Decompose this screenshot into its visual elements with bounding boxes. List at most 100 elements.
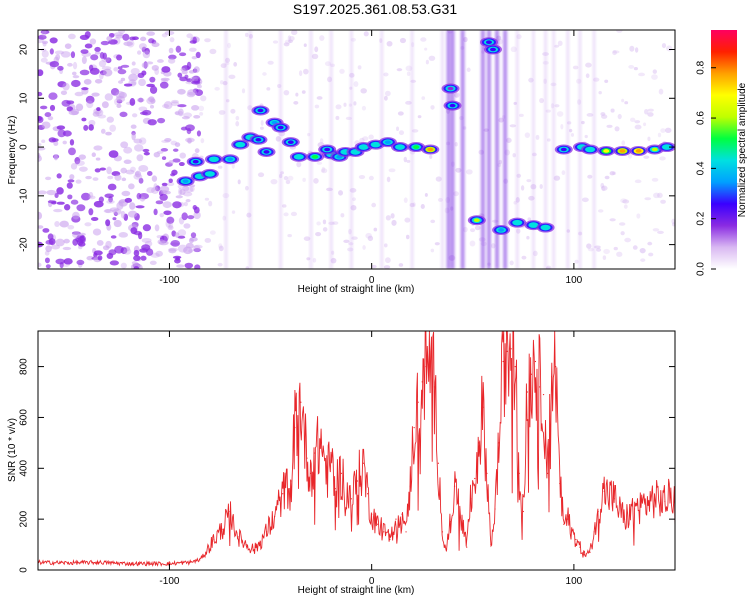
noise-speck	[121, 190, 131, 197]
signal-blob-core	[587, 147, 594, 152]
noise-speck	[586, 113, 594, 117]
noise-speck	[601, 185, 608, 191]
noise-speck	[257, 172, 265, 178]
noise-speck	[109, 260, 119, 266]
noise-speck	[245, 185, 249, 191]
noise-speck	[217, 262, 223, 267]
noise-speck	[353, 81, 359, 87]
noise-speck	[204, 38, 211, 43]
signal-blob-core	[530, 223, 537, 227]
noise-speck	[68, 33, 76, 40]
noise-speck	[420, 37, 427, 42]
snr-data-point	[571, 531, 573, 533]
spectrogram-streak	[486, 30, 491, 269]
noise-speck	[51, 138, 59, 142]
noise-speck	[150, 186, 160, 194]
noise-speck	[133, 173, 143, 180]
noise-speck	[84, 31, 91, 39]
noise-speck	[293, 100, 299, 105]
noise-speck	[86, 100, 94, 109]
noise-speck	[186, 33, 193, 39]
noise-speck	[526, 235, 530, 240]
snr-data-point	[530, 373, 533, 375]
snr-panel: -100 0 100 0 200 400 600 800 Height of straigh…	[7, 330, 676, 596]
snr-series-layer	[38, 331, 675, 567]
noise-speck	[652, 228, 660, 232]
noise-speck	[68, 147, 76, 156]
noise-speck	[91, 92, 100, 97]
colorbar-tick-label: 0.2	[696, 211, 707, 225]
noise-speck	[424, 47, 428, 51]
noise-speck	[160, 77, 170, 81]
noise-speck	[343, 239, 350, 244]
noise-speck	[131, 132, 136, 141]
snr-data-point	[205, 551, 207, 553]
noise-speck	[312, 257, 317, 263]
noise-speck	[147, 119, 157, 126]
noise-speck	[161, 156, 167, 161]
noise-speck	[114, 98, 119, 106]
noise-speck	[384, 90, 391, 97]
noise-speck	[41, 50, 49, 58]
noise-speck	[189, 76, 199, 82]
noise-speck	[38, 190, 47, 195]
noise-speck	[322, 227, 328, 232]
noise-speck	[159, 81, 169, 89]
noise-speck	[114, 245, 124, 254]
noise-speck	[63, 258, 73, 265]
snr-data-point	[542, 393, 545, 396]
noise-speck	[666, 45, 673, 52]
noise-speck	[585, 73, 590, 79]
noise-speck	[316, 96, 323, 100]
noise-speck	[76, 259, 85, 266]
noise-speck	[638, 72, 646, 77]
snr-data-point	[310, 472, 312, 474]
noise-speck	[113, 32, 124, 37]
noise-speck	[287, 175, 294, 181]
noise-speck	[85, 95, 95, 104]
snr-data-point	[350, 498, 353, 500]
noise-speck	[266, 87, 271, 91]
noise-speck	[94, 46, 101, 52]
snr-data-point	[405, 531, 407, 533]
spectrogram-streak	[531, 30, 535, 269]
snr-data-point	[486, 472, 488, 474]
y-tick-label: 600	[19, 409, 30, 426]
spectrogram-noise-layer	[38, 30, 675, 269]
noise-speck	[424, 193, 428, 197]
noise-speck	[38, 142, 42, 147]
noise-speck	[430, 248, 435, 253]
noise-speck	[63, 238, 70, 244]
noise-speck	[131, 113, 138, 118]
snr-data-point	[534, 360, 537, 363]
noise-speck	[155, 200, 164, 205]
noise-speck	[585, 62, 592, 68]
noise-speck	[218, 243, 223, 249]
noise-speck	[391, 219, 397, 226]
noise-speck	[120, 64, 130, 68]
noise-speck	[587, 174, 593, 179]
noise-speck	[609, 218, 616, 222]
noise-speck	[70, 163, 78, 170]
snr-data-point	[510, 348, 512, 350]
noise-speck	[403, 156, 408, 163]
noise-speck	[469, 240, 476, 247]
noise-speck	[598, 90, 602, 95]
noise-speck	[126, 39, 135, 48]
noise-speck	[615, 30, 623, 33]
noise-speck	[384, 95, 388, 101]
colorbar-tick-label: 0.0	[696, 262, 707, 276]
noise-speck	[425, 59, 429, 65]
snr-data-point	[547, 472, 549, 474]
snr-data-point	[259, 541, 262, 543]
noise-speck	[120, 210, 126, 219]
noise-speck	[81, 56, 87, 65]
noise-speck	[371, 264, 377, 269]
snr-data-point	[482, 406, 484, 408]
noise-speck	[217, 165, 223, 169]
x-tick-label: 0	[369, 275, 375, 286]
snr-data-point	[567, 518, 569, 520]
noise-speck	[112, 217, 117, 221]
snr-data-point	[168, 563, 171, 565]
noise-speck	[634, 47, 639, 53]
